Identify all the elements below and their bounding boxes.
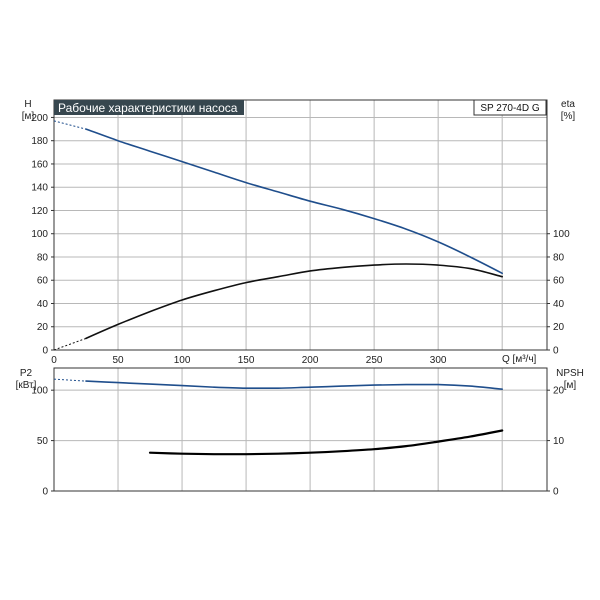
bottom-left-tick-label: 0 [42, 487, 48, 498]
x-tick-label: 0 [51, 355, 57, 366]
bottom-right-tick-label: 10 [553, 436, 565, 447]
bottom-right-tick-label: 20 [553, 386, 565, 397]
top-left-tick-label: 120 [31, 206, 48, 217]
x-tick-label: 250 [366, 355, 383, 366]
top-plot-frame [53, 99, 548, 351]
bottom-series-0-line [85, 380, 503, 390]
top-grid [54, 100, 547, 350]
right-axis-unit-top: [%] [561, 111, 576, 122]
top-left-tick-label: 160 [31, 159, 48, 170]
top-left-tick-label: 60 [37, 276, 49, 287]
model-label: SP 270-4D G [480, 103, 540, 114]
model-label-box [473, 99, 547, 116]
x-axis-label: Q [м³/ч] [502, 354, 537, 365]
top-right-tick-label: 0 [553, 346, 559, 357]
top-series [53, 120, 503, 351]
bottom-series-1-line [148, 429, 504, 456]
bottom-left-tick-label: 100 [31, 386, 48, 397]
top-right-tick-label: 20 [553, 322, 565, 333]
x-tick-label: 200 [302, 355, 319, 366]
head-efficiency-panel: 0 20 40 60 80 100 120 140 160 180 200 0 20 40 60 80 100 0… [22, 99, 576, 366]
bottom-series [53, 378, 504, 456]
top-left-tick-label: 80 [37, 252, 49, 263]
x-tick-label: 50 [112, 355, 124, 366]
top-right-tick-label: 80 [553, 252, 565, 263]
x-tick-label: 100 [174, 355, 191, 366]
right-axis-label-top: eta [561, 99, 575, 110]
top-left-tick-label: 200 [31, 113, 48, 124]
chart-title-box [54, 100, 244, 115]
bottom-tick-labels: 0 50 100 0 10 20 [31, 386, 564, 498]
bottom-grid [54, 368, 547, 491]
bottom-left-tick-label: 50 [37, 436, 49, 447]
left-axis-unit-bottom: [кВт] [16, 380, 37, 391]
x-tick-label: 150 [238, 355, 255, 366]
top-left-tick-label: 100 [31, 229, 48, 240]
bottom-plot-frame [53, 367, 548, 492]
chart-title: Рабочие характеристики насоса [58, 101, 238, 115]
right-axis-unit-bottom: [м] [564, 380, 577, 391]
bottom-series-0-extension [53, 378, 87, 382]
left-axis-label-bottom: P2 [20, 368, 33, 379]
top-left-tick-label: 40 [37, 299, 49, 310]
power-npsh-panel: 0 50 100 0 10 20 P2 [кВт] NPSH [м] [16, 367, 584, 498]
bottom-right-tick-label: 0 [553, 487, 559, 498]
top-series-1-line [85, 263, 503, 340]
right-axis-label-bottom: NPSH [556, 368, 584, 379]
top-left-tick-label: 20 [37, 322, 49, 333]
top-left-tick-label: 140 [31, 183, 48, 194]
top-left-tick-label: 180 [31, 136, 48, 147]
top-tick-labels: 0 20 40 60 80 100 120 140 160 180 200 0 20 40 60 80 100 0… [31, 113, 570, 366]
left-axis-unit-top: [м] [22, 111, 35, 122]
top-series-0-extension [53, 120, 87, 130]
top-series-1-extension [53, 337, 87, 351]
x-tick-label: 300 [430, 355, 447, 366]
top-left-tick-label: 0 [42, 346, 48, 357]
top-series-0-line [85, 128, 503, 275]
top-right-tick-label: 40 [553, 299, 565, 310]
top-right-tick-label: 100 [553, 229, 570, 240]
left-axis-label-top: H [24, 99, 31, 110]
top-right-tick-label: 60 [553, 276, 565, 287]
